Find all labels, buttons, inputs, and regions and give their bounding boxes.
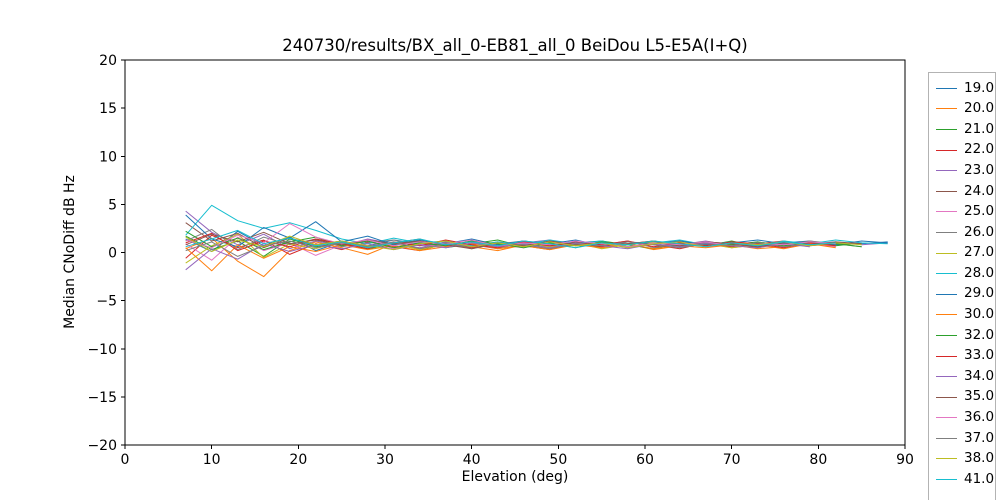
legend-line-swatch xyxy=(936,252,957,254)
legend-line-swatch xyxy=(936,190,957,192)
legend-item-label: 22.0 xyxy=(964,141,995,158)
x-tick-label: 40 xyxy=(463,452,481,468)
legend-item-label: 27.0 xyxy=(964,244,995,261)
legend-item: 24.0 xyxy=(936,181,995,202)
y-tick-label: 20 xyxy=(99,53,117,69)
x-tick-label: 80 xyxy=(809,452,827,468)
x-tick-label: 70 xyxy=(723,452,741,468)
legend-line-swatch xyxy=(936,273,957,275)
legend-item: 33.0 xyxy=(936,346,995,367)
legend-line-swatch xyxy=(936,479,957,481)
x-tick-label: 60 xyxy=(636,452,654,468)
legend-item-label: 25.0 xyxy=(964,203,995,220)
legend-item-label: 30.0 xyxy=(964,306,995,323)
legend-line-swatch xyxy=(936,128,957,130)
legend-item: 22.0 xyxy=(936,140,995,161)
legend-item-label: 23.0 xyxy=(964,161,995,178)
series-line-35.0 xyxy=(185,231,862,250)
legend-item-label: 38.0 xyxy=(964,450,995,467)
legend-line-swatch xyxy=(936,355,957,357)
legend-line-swatch xyxy=(936,170,957,172)
legend-item: 21.0 xyxy=(936,119,995,140)
legend-item: 41.0 xyxy=(936,469,995,490)
legend-line-swatch xyxy=(936,87,957,89)
x-tick-label: 50 xyxy=(549,452,567,468)
legend-item: 28.0 xyxy=(936,263,995,284)
legend-line-swatch xyxy=(936,149,957,151)
legend-item: 25.0 xyxy=(936,202,995,223)
legend-item-label: 26.0 xyxy=(964,223,995,240)
legend-item-label: 32.0 xyxy=(964,326,995,343)
legend-item: 35.0 xyxy=(936,387,995,408)
legend-line-swatch xyxy=(936,417,957,419)
legend-item: 30.0 xyxy=(936,305,995,326)
legend-item-label: 34.0 xyxy=(964,367,995,384)
legend: 19.0 20.0 21.0 22.0 23.0 24.0 25.0 26.0 27.0 28.0… xyxy=(928,72,996,500)
legend-item: 32.0 xyxy=(936,325,995,346)
x-tick-label: 0 xyxy=(121,452,130,468)
legend-item: 23.0 xyxy=(936,160,995,181)
legend-line-swatch xyxy=(936,458,957,460)
legend-item: 27.0 xyxy=(936,243,995,264)
plot-border xyxy=(124,59,906,446)
legend-item-label: 24.0 xyxy=(964,182,995,199)
legend-item: 36.0 xyxy=(936,408,995,429)
legend-line-swatch xyxy=(936,396,957,398)
series-line-38.0 xyxy=(185,235,862,252)
x-tick-label: 10 xyxy=(203,452,221,468)
y-tick-label: −10 xyxy=(87,342,117,358)
legend-line-swatch xyxy=(936,376,957,378)
legend-item-label: 19.0 xyxy=(964,79,995,96)
legend-item-label: 29.0 xyxy=(964,285,995,302)
chart-title: 240730/results/BX_all_0-EB81_all_0 BeiDo… xyxy=(282,36,748,55)
y-tick-label: 0 xyxy=(108,246,117,262)
x-tick-label: 90 xyxy=(896,452,914,468)
legend-item: 29.0 xyxy=(936,284,995,305)
x-tick-label: 20 xyxy=(289,452,307,468)
x-tick-label: 30 xyxy=(376,452,394,468)
legend-item: 34.0 xyxy=(936,366,995,387)
legend-item-label: 33.0 xyxy=(964,347,995,364)
legend-item: 38.0 xyxy=(936,449,995,470)
legend-item: 19.0 xyxy=(936,78,995,99)
series-line-41.0 xyxy=(185,229,836,249)
x-axis-label: Elevation (deg) xyxy=(461,469,569,485)
legend-item-label: 20.0 xyxy=(964,100,995,117)
legend-line-swatch xyxy=(936,437,957,439)
legend-line-swatch xyxy=(936,211,957,213)
legend-item-label: 21.0 xyxy=(964,120,995,137)
y-tick-label: −15 xyxy=(87,390,117,406)
y-tick-label: 5 xyxy=(108,197,117,213)
legend-item-label: 37.0 xyxy=(964,429,995,446)
legend-item: 26.0 xyxy=(936,222,995,243)
legend-item-label: 41.0 xyxy=(964,470,995,487)
legend-item: 20.0 xyxy=(936,99,995,120)
y-tick-label: 15 xyxy=(99,101,117,117)
legend-line-swatch xyxy=(936,293,957,295)
legend-item: 37.0 xyxy=(936,428,995,449)
legend-line-swatch xyxy=(936,314,957,316)
y-tick-label: −5 xyxy=(96,294,117,310)
legend-item-label: 36.0 xyxy=(964,409,995,426)
legend-item-label: 35.0 xyxy=(964,388,995,405)
series-line-28.0 xyxy=(185,204,888,248)
y-tick-label: −20 xyxy=(87,438,117,454)
y-tick-label: 10 xyxy=(99,149,117,165)
legend-line-swatch xyxy=(936,108,957,110)
legend-line-swatch xyxy=(936,231,957,233)
legend-item-label: 28.0 xyxy=(964,264,995,281)
series-line-34.0 xyxy=(185,242,810,271)
legend-line-swatch xyxy=(936,334,957,336)
